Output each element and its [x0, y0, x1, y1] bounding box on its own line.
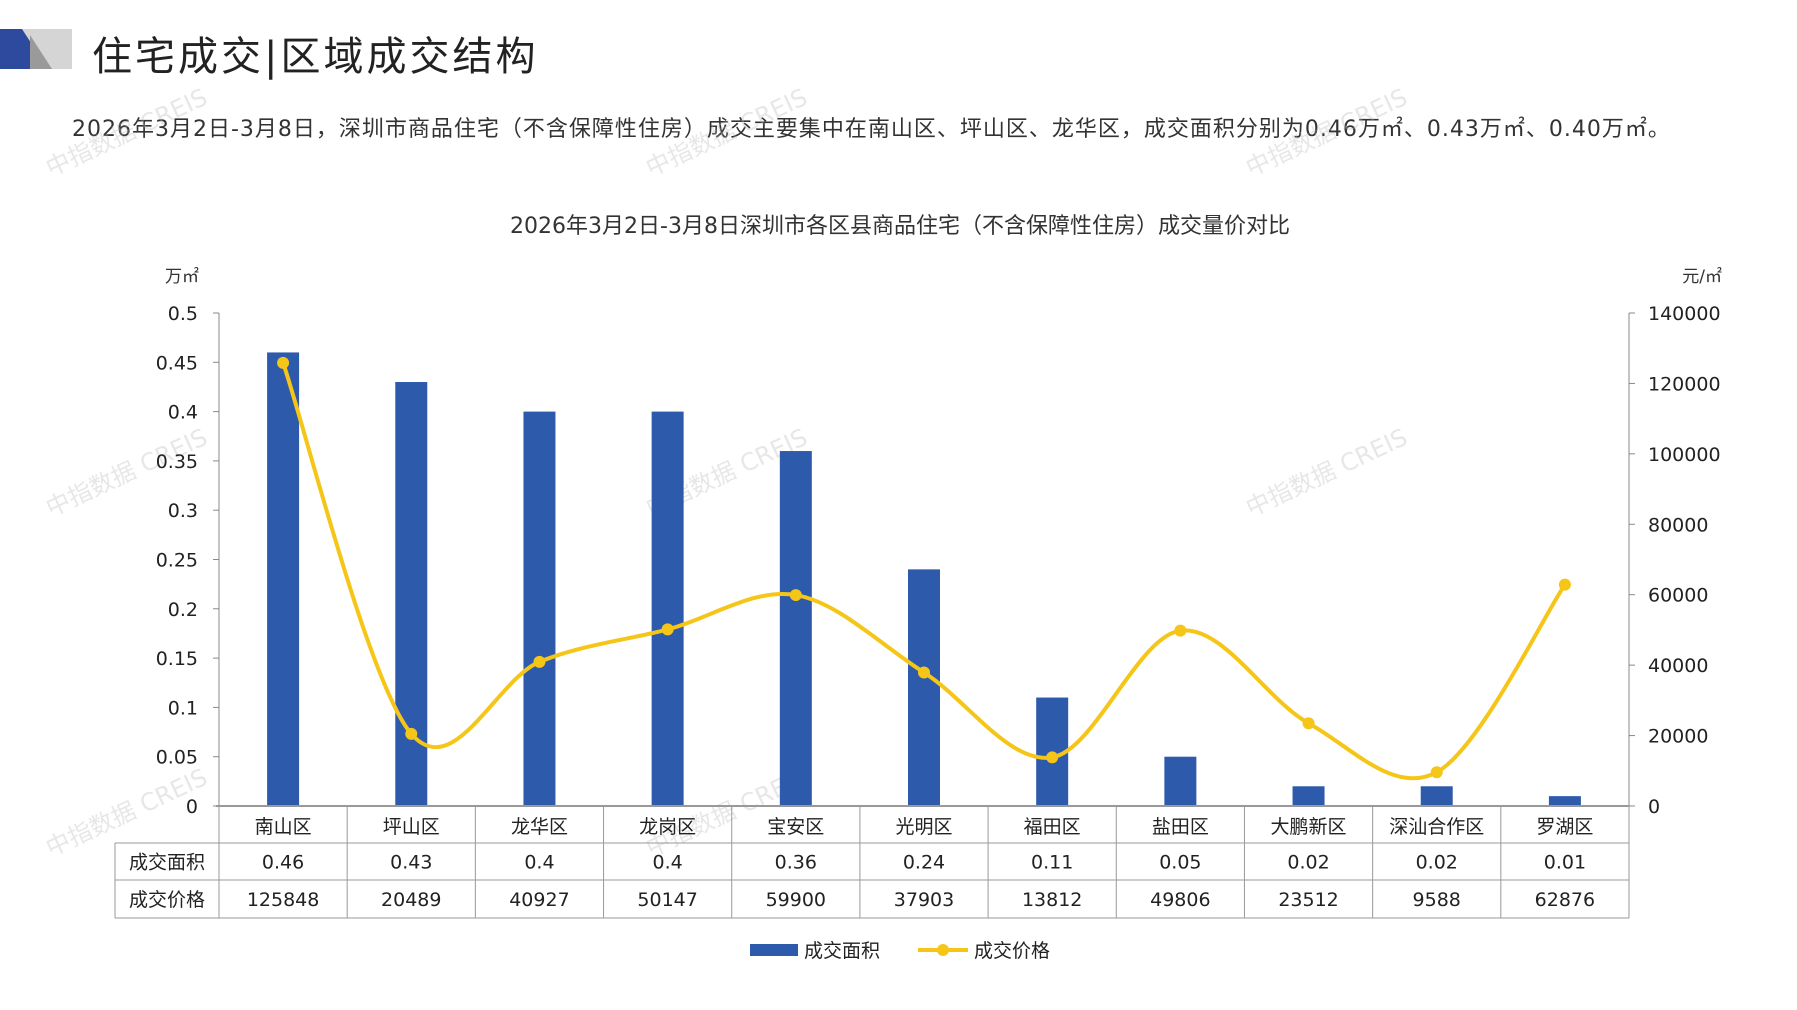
y-tick-label-right: 80000 — [1648, 514, 1708, 536]
x-tick-label: 大鹏新区 — [1271, 816, 1347, 838]
bar-大鹏新区 — [1292, 786, 1325, 806]
data-label: 49806 — [1150, 889, 1210, 911]
y-tick-label-left: 0.35 — [156, 451, 198, 473]
data-label: 125848 — [247, 889, 320, 911]
x-tick-label: 南山区 — [255, 816, 312, 838]
y-tick-label-right: 120000 — [1648, 373, 1721, 395]
y-tick-label-right: 60000 — [1648, 585, 1708, 607]
y-tick-label-left: 0 — [186, 796, 198, 818]
price-point-南山区 — [277, 356, 290, 369]
bar-光明区 — [908, 569, 940, 806]
data-label: 62876 — [1535, 889, 1595, 911]
price-point-光明区 — [918, 666, 930, 679]
x-tick-label: 光明区 — [895, 816, 952, 838]
x-tick-label: 福田区 — [1024, 816, 1081, 838]
data-label: 20489 — [381, 889, 441, 911]
y-tick-label-left: 0.2 — [168, 599, 198, 621]
bar-罗湖区 — [1548, 796, 1581, 806]
price-point-大鹏新区 — [1302, 717, 1315, 730]
legend-label-bar: 成交面积 — [804, 940, 880, 962]
y-tick-label-right: 0 — [1648, 796, 1660, 818]
bar-宝安区 — [779, 451, 812, 806]
price-point-龙岗区 — [661, 623, 674, 636]
legend-swatch-marker — [937, 944, 949, 956]
data-label: 59900 — [766, 889, 826, 911]
y-axis-left-label: 万㎡ — [165, 267, 199, 287]
data-label: 0.02 — [1287, 852, 1329, 874]
y-tick-label-right: 100000 — [1648, 444, 1721, 466]
summary-paragraph: 2026年3月2日-3月8日，深圳市商品住宅（不含保障性住房）成交主要集中在南山… — [72, 117, 1671, 142]
data-label: 37903 — [894, 889, 954, 911]
data-label: 40927 — [509, 889, 569, 911]
watermark: 中指数据 CREIS — [1242, 423, 1412, 522]
data-label: 0.02 — [1416, 852, 1458, 874]
watermark: 中指数据 CREIS — [42, 83, 212, 182]
x-tick-label: 盐田区 — [1152, 816, 1209, 838]
y-tick-label-right: 40000 — [1648, 655, 1708, 677]
legend-swatch-bar — [750, 944, 798, 956]
watermark: 中指数据 CREIS — [642, 83, 812, 182]
table-row-label: 成交面积 — [129, 852, 205, 874]
data-label: 9588 — [1413, 889, 1461, 911]
data-label: 0.46 — [262, 852, 304, 874]
price-point-宝安区 — [789, 589, 802, 602]
price-point-坪山区 — [405, 727, 418, 740]
page-title: 住宅成交|区域成交结构 — [92, 34, 539, 80]
y-tick-label-left: 0.1 — [168, 697, 198, 719]
y-tick-label-left: 0.3 — [168, 500, 198, 522]
data-label: 0.01 — [1544, 852, 1586, 874]
header-logo — [0, 29, 72, 69]
y-axis-right-label: 元/㎡ — [1682, 267, 1722, 287]
y-tick-label-left: 0.4 — [168, 402, 198, 424]
price-point-罗湖区 — [1558, 578, 1571, 591]
data-label: 0.4 — [524, 852, 554, 874]
table-row-label: 成交价格 — [129, 889, 205, 911]
bar-深汕合作区 — [1420, 786, 1453, 806]
data-label: 0.24 — [903, 852, 945, 874]
bar-龙华区 — [523, 411, 556, 806]
data-label: 0.05 — [1159, 852, 1201, 874]
legend-label-line: 成交价格 — [974, 940, 1050, 962]
x-tick-label: 龙岗区 — [639, 816, 696, 838]
bar-盐田区 — [1164, 756, 1197, 806]
x-tick-label: 龙华区 — [511, 816, 568, 838]
y-tick-label-left: 0.5 — [168, 303, 198, 325]
data-label: 23512 — [1278, 889, 1338, 911]
price-point-龙华区 — [533, 655, 546, 668]
x-tick-label: 深汕合作区 — [1389, 816, 1484, 838]
data-label: 50147 — [637, 889, 697, 911]
chart-title: 2026年3月2日-3月8日深圳市各区县商品住宅（不含保障性住房）成交量价对比 — [510, 214, 1290, 239]
data-label: 0.36 — [775, 852, 817, 874]
data-label: 0.43 — [390, 852, 432, 874]
y-tick-label-right: 20000 — [1648, 726, 1708, 748]
y-tick-label-left: 0.45 — [156, 352, 198, 374]
bar-南山区 — [267, 352, 300, 806]
x-tick-label: 坪山区 — [383, 816, 440, 838]
price-point-深汕合作区 — [1430, 766, 1443, 779]
x-tick-label: 罗湖区 — [1536, 816, 1593, 838]
y-tick-label-left: 0.25 — [156, 550, 198, 572]
bar-龙岗区 — [651, 411, 684, 806]
data-label: 13812 — [1022, 889, 1082, 911]
y-tick-label-left: 0.15 — [156, 648, 198, 670]
y-tick-label-right: 140000 — [1648, 303, 1721, 325]
y-tick-label-left: 0.05 — [156, 747, 198, 769]
price-point-盐田区 — [1174, 624, 1187, 637]
data-label: 0.11 — [1031, 852, 1073, 874]
data-label: 0.4 — [653, 852, 683, 874]
price-point-福田区 — [1046, 751, 1059, 764]
watermark: 中指数据 CREIS — [1242, 83, 1412, 182]
x-tick-label: 宝安区 — [767, 816, 824, 838]
